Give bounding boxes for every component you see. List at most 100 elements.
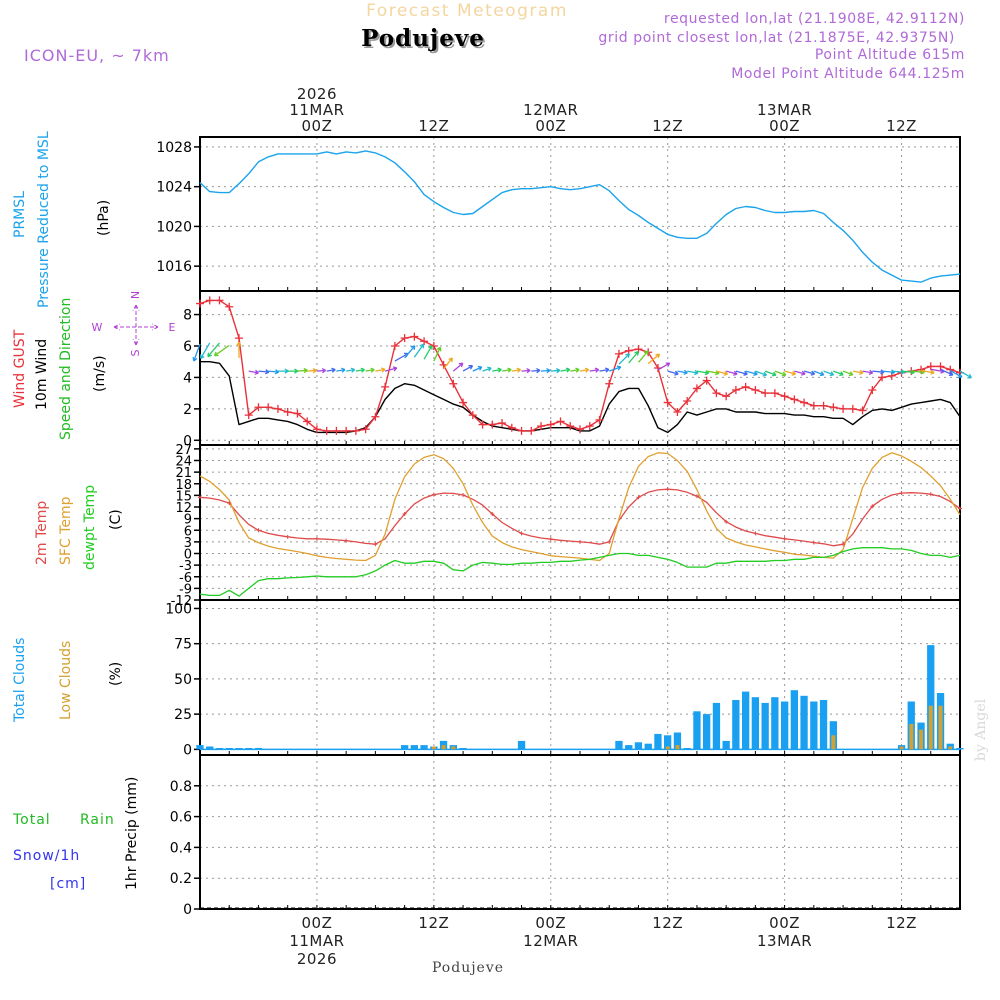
total-cloud-bar [517,740,526,750]
y-tick-label: 6 [183,339,192,355]
wind-direction-arrow [521,368,531,374]
y-tick-label: 18 [175,478,192,493]
gust-marker [712,389,721,398]
wind-direction-arrow [482,366,492,372]
total-cloud-bar [761,702,769,750]
wind-direction-arrow [716,370,729,376]
gust-marker [790,395,799,404]
gust-marker [205,296,214,305]
gust-marker [196,299,204,308]
sfc-label: SFC Temp [58,496,74,565]
gust-marker [410,332,419,341]
gust-marker [663,398,672,407]
gust-marker [731,386,740,394]
gust-marker [400,334,409,343]
gust-marker [478,420,487,429]
wind-direction-arrow [813,370,825,377]
y-tick-label: 2 [183,402,192,418]
cloud-labels: Total Clouds Low Clouds (%) [12,638,124,723]
gust-marker [293,409,302,418]
gust-marker [868,386,877,394]
temp-marker [899,491,904,496]
temp-marker [811,540,816,545]
y-tick-label: 0.2 [170,871,192,887]
low-cloud-bar [675,745,680,750]
wind-direction-arrow [268,369,280,375]
gust-marker [342,426,351,435]
total-cloud-bar [703,714,711,750]
total-cloud-bar [225,748,233,750]
wind-direction-arrow [755,370,768,377]
wind-direction-arrow [375,367,386,373]
wind-direction-arrow [726,370,738,376]
wind-direction-arrow [384,366,398,372]
temp-marker [928,492,933,497]
total-clouds-label: Total Clouds [12,638,28,723]
bottom-time-label: 00Z [535,914,566,932]
total-cloud-bar [956,748,964,750]
wind-direction-arrow [297,367,308,374]
location-title-front: Podujeve [361,25,485,52]
top-time-label: 00Z [535,117,566,135]
low-cloud-bar [919,729,923,750]
y-tick-label: 1024 [156,180,192,196]
temp-marker [402,511,407,516]
y-tick-label: 21 [175,466,192,481]
wind-direction-arrow [443,357,454,370]
gust-label: Wind GUST [12,329,28,408]
gust-marker [507,423,516,432]
location-title: Podujeve [363,27,487,54]
gust-marker [273,404,282,413]
gust-marker [351,426,360,435]
temp-marker [256,528,261,533]
temp-marker [431,492,436,497]
total-cloud-bar [751,697,759,750]
total-cloud-bar [800,695,808,750]
gust-marker [215,296,224,305]
wind-unit: (m/s) [92,355,108,392]
wind-direction-arrow [745,370,758,377]
temp-marker [694,494,699,499]
low-cloud-bar [948,746,953,750]
total-cloud-bar [634,742,643,750]
y-tick-label: 0 [184,548,192,563]
bottom-time-label: 12Z [418,914,449,932]
prmsl-label: PRMSL [12,191,28,238]
low-cloud-bar [451,746,456,750]
wind-direction-arrow [599,367,610,373]
gust-marker [839,404,848,413]
temp-unit: (C) [108,509,124,530]
wind-direction-arrow [842,370,854,377]
panel-5: 0 0.2 0.4 0.6 0.8 [170,754,961,918]
total-label: Total [12,812,51,828]
total-cloud-bar [215,748,224,750]
wind-direction-arrow [316,368,327,374]
temp-marker [607,539,612,544]
y-tick-label: 1020 [156,219,192,235]
wind-direction-arrow [677,369,688,375]
wind-direction-arrow [433,346,442,362]
bottom-time-label: 13MAR [757,932,812,950]
wind-direction-arrow [492,367,502,373]
total-cloud-bar [615,740,623,750]
y-tick-label: 8 [183,308,192,324]
y-tick-label: 1028 [156,140,192,156]
wind-direction-arrow [365,367,375,373]
wind-direction-arrow [472,365,483,372]
top-time-label: 2026 [297,85,337,103]
total-cloud-bar [644,743,652,750]
gust-marker [936,362,945,371]
low-cloud-bar [909,724,914,750]
compass-s: S [129,349,142,356]
compass-arrows-icon [113,304,159,346]
gust-marker [312,425,321,434]
gust-marker [283,408,292,416]
bottom-time-label: 12Z [886,914,917,932]
gust-marker [741,382,750,391]
panel-frame [199,754,961,910]
gust-marker [459,398,468,407]
point-altitude: Point Altitude 615m [815,47,965,63]
gust-marker [537,422,546,431]
top-time-label: 12Z [652,117,683,135]
